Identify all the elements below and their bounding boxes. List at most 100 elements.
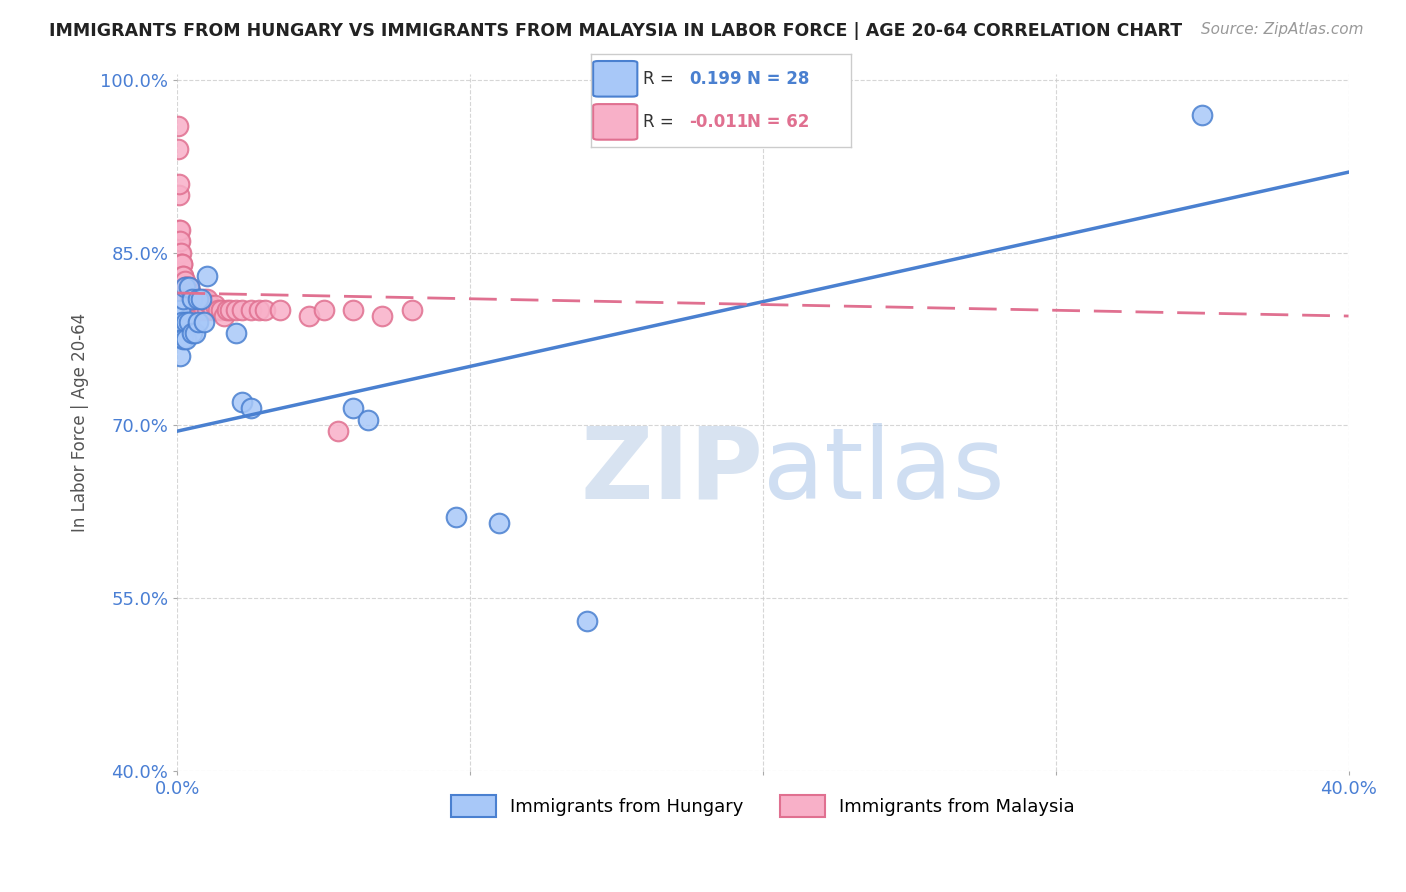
Point xyxy=(225,326,247,341)
Point xyxy=(167,142,190,156)
Point xyxy=(328,424,350,438)
Point xyxy=(177,315,200,329)
Point xyxy=(193,303,215,318)
Point xyxy=(217,303,239,318)
Point xyxy=(169,223,191,237)
Point xyxy=(172,292,194,306)
Point xyxy=(167,119,190,133)
Y-axis label: In Labor Force | Age 20-64: In Labor Force | Age 20-64 xyxy=(72,313,89,532)
Point xyxy=(172,332,194,346)
Point xyxy=(172,257,194,271)
Point xyxy=(1191,107,1213,121)
Point xyxy=(195,268,218,283)
Point xyxy=(444,510,467,524)
Text: ZIP: ZIP xyxy=(581,423,763,520)
Text: Source: ZipAtlas.com: Source: ZipAtlas.com xyxy=(1201,22,1364,37)
Point xyxy=(187,315,209,329)
Point xyxy=(184,303,207,318)
Text: 0.199: 0.199 xyxy=(689,70,742,87)
Point xyxy=(576,614,599,628)
Point xyxy=(239,303,262,318)
Text: N = 28: N = 28 xyxy=(747,70,808,87)
Point xyxy=(201,303,224,318)
Point xyxy=(173,280,195,294)
Point xyxy=(181,292,204,306)
Point xyxy=(184,326,207,341)
Point xyxy=(190,303,212,318)
Point xyxy=(401,303,423,318)
Text: atlas: atlas xyxy=(763,423,1004,520)
Point xyxy=(169,303,191,318)
Point xyxy=(176,280,198,294)
Point xyxy=(184,292,207,306)
Point xyxy=(167,309,190,323)
Point xyxy=(181,326,204,341)
Point xyxy=(174,315,197,329)
Point xyxy=(174,280,197,294)
Point xyxy=(195,292,218,306)
Point xyxy=(187,297,209,311)
FancyBboxPatch shape xyxy=(593,104,637,140)
Point xyxy=(193,292,215,306)
Text: N = 62: N = 62 xyxy=(747,113,808,131)
Point xyxy=(190,292,212,306)
Text: R =: R = xyxy=(643,70,679,87)
Point xyxy=(204,297,226,311)
Point xyxy=(219,303,242,318)
Point xyxy=(195,303,218,318)
Point xyxy=(231,395,253,409)
Point xyxy=(169,234,191,248)
Point xyxy=(209,303,232,318)
Point xyxy=(167,223,190,237)
Point xyxy=(174,280,197,294)
Point xyxy=(207,303,229,318)
Point xyxy=(170,245,193,260)
Point xyxy=(183,292,205,306)
Point xyxy=(174,332,197,346)
Point xyxy=(181,292,204,306)
Point xyxy=(170,257,193,271)
Point xyxy=(174,280,197,294)
Point xyxy=(177,280,200,294)
Point xyxy=(181,297,204,311)
Point xyxy=(190,297,212,311)
Point xyxy=(167,177,190,191)
Point xyxy=(173,280,195,294)
Point xyxy=(180,285,202,300)
Point xyxy=(254,303,277,318)
FancyBboxPatch shape xyxy=(593,61,637,96)
Point xyxy=(488,516,510,531)
Point xyxy=(177,285,200,300)
Point xyxy=(170,257,193,271)
Point xyxy=(187,292,209,306)
Point xyxy=(225,303,247,318)
Point xyxy=(177,280,200,294)
Text: R =: R = xyxy=(643,113,679,131)
Point xyxy=(239,401,262,416)
Point xyxy=(173,275,195,289)
Point xyxy=(172,268,194,283)
Point xyxy=(247,303,270,318)
Point xyxy=(169,245,191,260)
Legend: Immigrants from Hungary, Immigrants from Malaysia: Immigrants from Hungary, Immigrants from… xyxy=(443,788,1083,824)
Point xyxy=(342,303,364,318)
Point xyxy=(167,188,190,202)
Point xyxy=(298,309,321,323)
Point xyxy=(187,303,209,318)
Point xyxy=(193,315,215,329)
Point xyxy=(172,268,194,283)
Text: -0.011: -0.011 xyxy=(689,113,748,131)
Point xyxy=(184,297,207,311)
Point xyxy=(169,349,191,363)
Point xyxy=(312,303,335,318)
Point xyxy=(169,268,191,283)
Point xyxy=(212,309,235,323)
Point xyxy=(169,234,191,248)
Point xyxy=(170,315,193,329)
Point xyxy=(181,292,204,306)
Point xyxy=(357,412,380,426)
Point xyxy=(231,303,253,318)
Point xyxy=(174,292,197,306)
Point xyxy=(187,292,209,306)
Point xyxy=(269,303,291,318)
